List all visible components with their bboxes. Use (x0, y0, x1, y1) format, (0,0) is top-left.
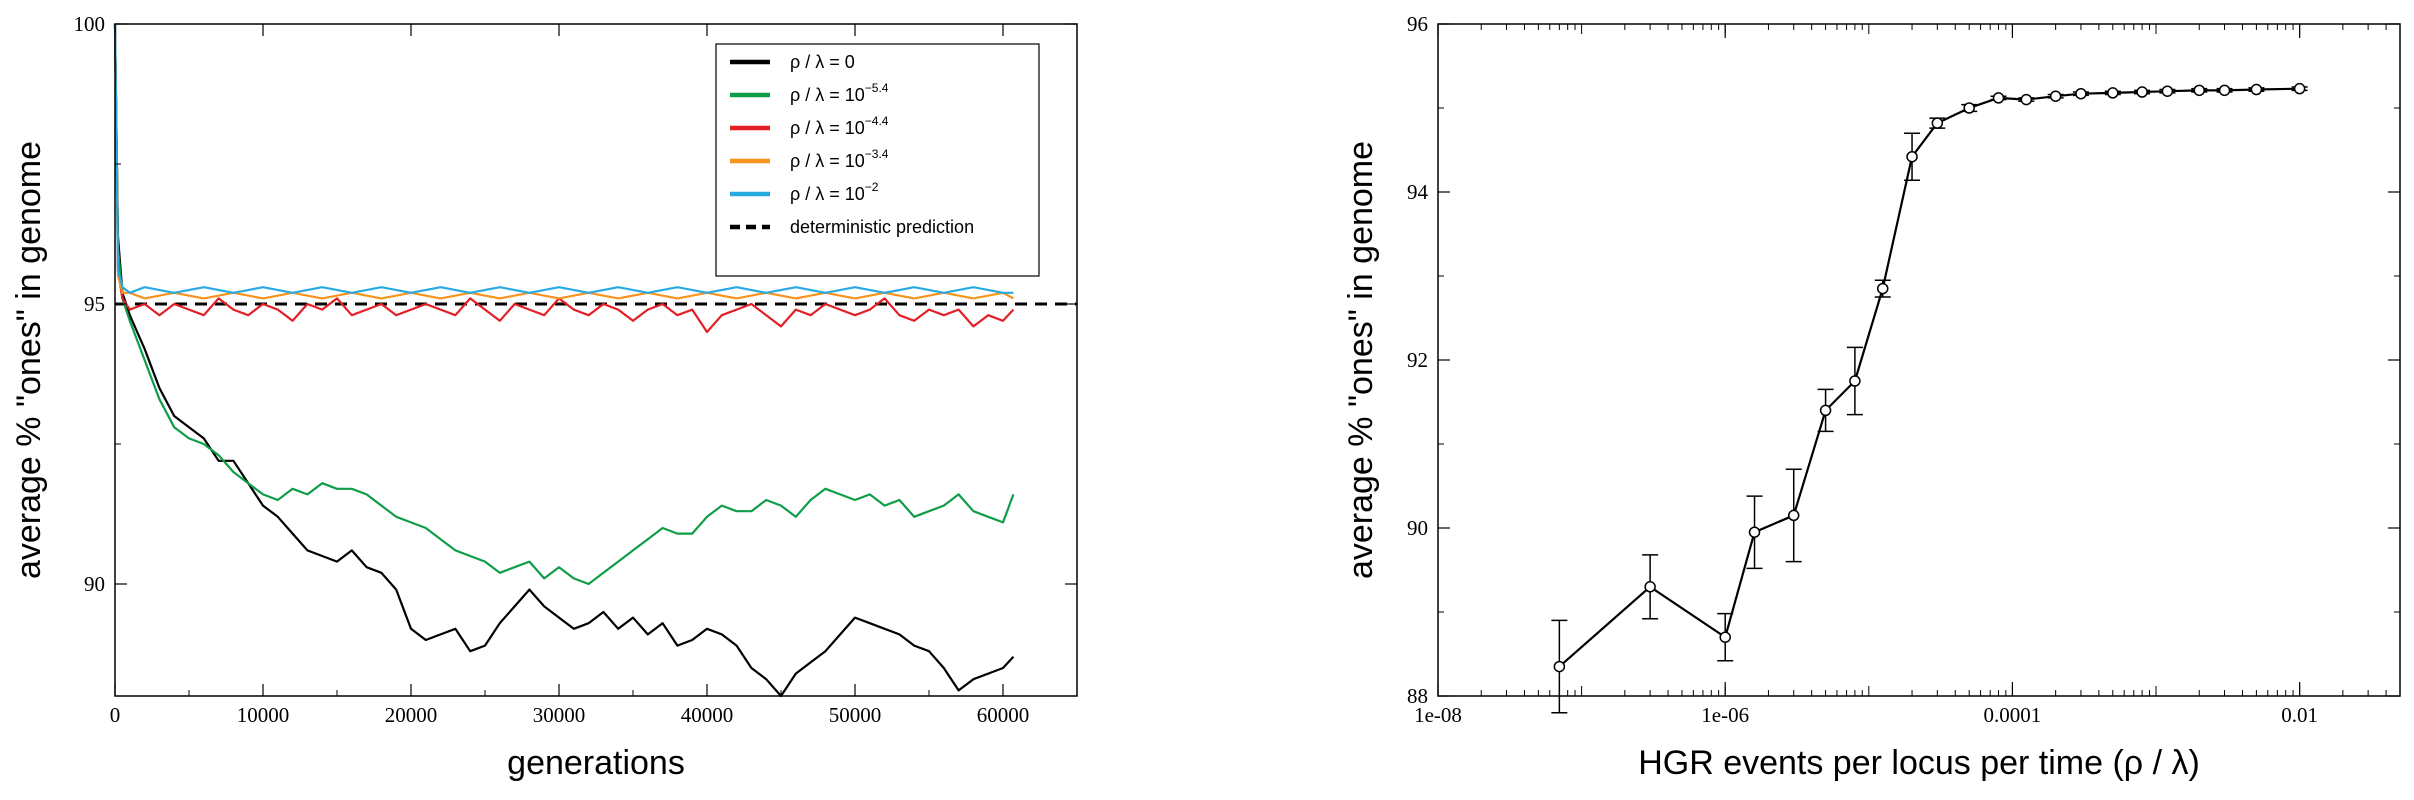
data-point (2020, 93, 2033, 106)
right-x-axis-label: HGR events per locus per time (ρ / λ) (1638, 744, 2200, 782)
left-legend-box (715, 43, 1040, 277)
data-point (1906, 150, 1918, 163)
y-tick-label: 100 (74, 12, 106, 36)
data-point (1748, 526, 1761, 538)
y-tick-label: 90 (84, 572, 105, 596)
right-chart: 1e-08 1e-06 0.0001 0.01 88 90 92 94 96 HGR event… (1342, 12, 2401, 782)
y-tick-label: 94 (1407, 180, 1429, 204)
data-point (1553, 660, 1566, 673)
x-tick-label: 1e-06 (1701, 703, 1749, 727)
x-tick-label: 50000 (829, 703, 882, 727)
left-plot-frame (114, 23, 1078, 697)
data-point (2250, 83, 2263, 96)
y-tick-label: 96 (1407, 12, 1428, 36)
x-tick-label: 60000 (977, 703, 1030, 727)
y-tick-label: 90 (1407, 516, 1428, 540)
right-plot-frame (1437, 23, 2401, 697)
legend-label-text: ρ / λ = 0 (790, 52, 855, 72)
left-legend: ρ / λ = 0ρ / λ = 10−5.4ρ / λ = 10−4.4ρ /… (715, 43, 1040, 277)
x-tick-label: 20000 (385, 703, 438, 727)
data-point (1876, 282, 1889, 295)
x-tick-label: 40000 (681, 703, 734, 727)
data-point (1719, 631, 1731, 643)
y-tick-label: 92 (1407, 348, 1428, 372)
right-y-axis-label: average % "ones" in genome (1342, 141, 1380, 579)
x-tick-label: 10000 (237, 703, 290, 727)
legend-label-text: ρ / λ = 10 (790, 85, 865, 105)
x-tick-label: 1e-08 (1414, 703, 1462, 727)
x-tick-label: 0 (110, 703, 121, 727)
y-tick-label: 88 (1407, 684, 1428, 708)
data-point (1849, 375, 1861, 387)
legend-label-text: ρ / λ = 10 (790, 184, 865, 204)
data-point (2049, 90, 2062, 102)
y-tick-label: 95 (84, 292, 105, 316)
legend-label-text: ρ / λ = 10 (790, 118, 865, 138)
data-point (2293, 82, 2306, 95)
legend-exponent: −3.4 (865, 147, 889, 161)
left-y-axis-label: average % "ones" in genome (10, 141, 48, 579)
legend-label-2: ρ / λ = 10−4.4 (790, 114, 889, 138)
left-chart: 0 10000 20000 30000 40000 50000 60000 90 95 100 g… (10, 12, 1078, 782)
series-line-0 (113, 23, 1015, 698)
series-line-2 (113, 23, 1015, 334)
data-point (1819, 404, 1832, 417)
data-point (2075, 87, 2087, 100)
data-point (2107, 87, 2119, 99)
data-point (1963, 102, 1975, 114)
x-tick-label: 0.0001 (1984, 703, 2042, 727)
series-line-1 (113, 23, 1015, 586)
legend-exponent: −4.4 (865, 114, 889, 128)
data-point (2161, 85, 2174, 97)
legend-label-text: deterministic prediction (790, 217, 974, 237)
left-x-axis-label: generations (507, 744, 685, 782)
x-tick-label: 0.01 (2281, 703, 2318, 727)
series-line (1558, 87, 2300, 668)
data-point (2193, 84, 2205, 97)
legend-exponent: −5.4 (865, 81, 889, 95)
data-point (1644, 581, 1656, 593)
x-tick-label: 30000 (533, 703, 586, 727)
legend-label-0: ρ / λ = 0 (790, 52, 855, 72)
legend-label-3: ρ / λ = 10−3.4 (790, 147, 889, 171)
legend-label-text: ρ / λ = 10 (790, 151, 865, 171)
data-point (2136, 86, 2148, 98)
legend-label-5: deterministic prediction (790, 217, 974, 237)
series-line-4 (113, 23, 1014, 294)
data-point (2218, 84, 2231, 97)
legend-label-4: ρ / λ = 10−2 (790, 180, 879, 204)
legend-exponent: −2 (865, 180, 879, 194)
data-point (1992, 92, 2005, 104)
data-point (1787, 509, 1800, 522)
data-point (1931, 117, 1944, 129)
legend-label-1: ρ / λ = 10−5.4 (790, 81, 889, 105)
